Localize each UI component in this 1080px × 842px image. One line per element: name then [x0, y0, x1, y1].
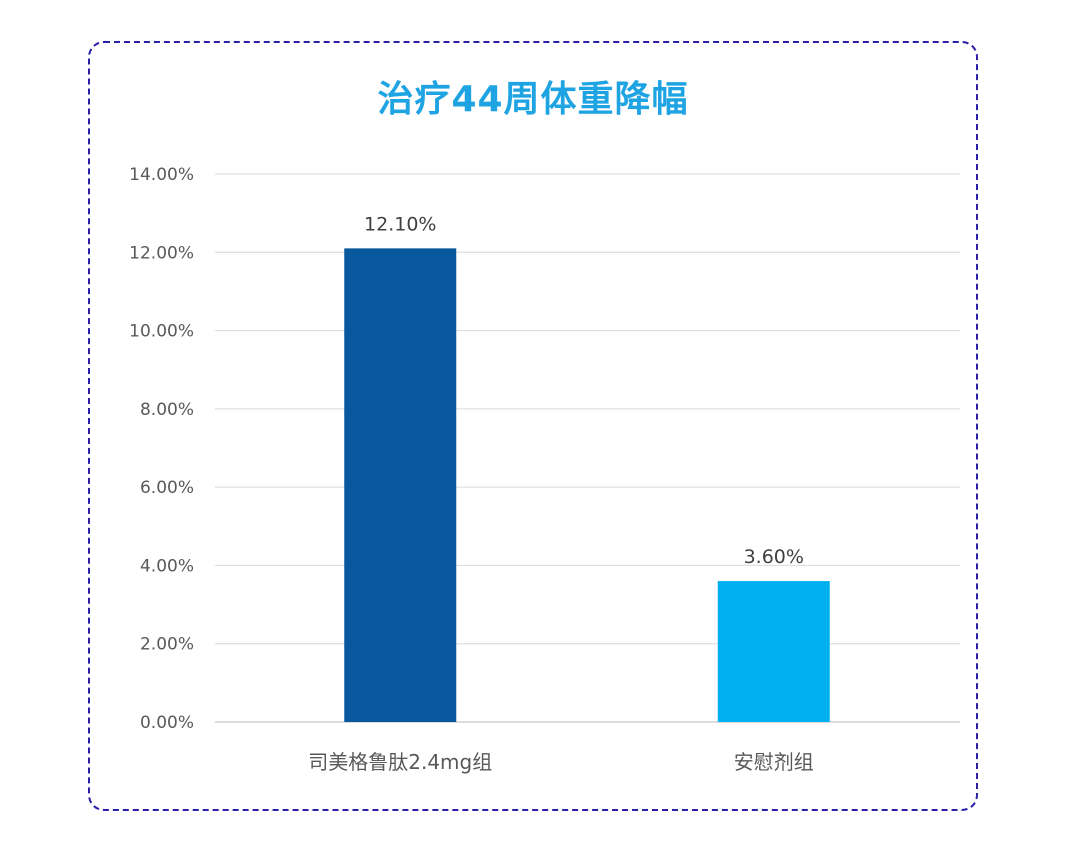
- data-labels: 12.10% 3.60%: [364, 213, 804, 568]
- y-tick-label: 6.00%: [140, 478, 194, 498]
- bar-2: [717, 581, 830, 722]
- x-axis-categories: 司美格鲁肽2.4mg组 安慰剂组: [308, 750, 813, 774]
- bars: [344, 248, 830, 722]
- bar-1: [344, 248, 457, 722]
- y-axis-ticks: 0.00% 2.00% 4.00% 6.00% 8.00% 10.00% 12.00% 14.…: [129, 165, 194, 733]
- chart-frame: [88, 41, 978, 811]
- y-tick-label: 10.00%: [129, 322, 194, 342]
- y-tick-label: 0.00%: [140, 713, 194, 733]
- y-tick-label: 4.00%: [140, 556, 194, 576]
- bar-value-label: 12.10%: [364, 213, 436, 235]
- category-label: 安慰剂组: [734, 750, 814, 774]
- y-tick-label: 12.00%: [129, 243, 194, 263]
- chart-title: 治疗44周体重降幅: [377, 79, 689, 120]
- gridlines: [215, 173, 960, 723]
- category-label: 司美格鲁肽2.4mg组: [308, 750, 492, 774]
- y-tick-label: 14.00%: [129, 165, 194, 185]
- bar-value-label: 3.60%: [744, 546, 804, 568]
- y-tick-label: 8.00%: [140, 400, 194, 420]
- y-tick-label: 2.00%: [140, 635, 194, 655]
